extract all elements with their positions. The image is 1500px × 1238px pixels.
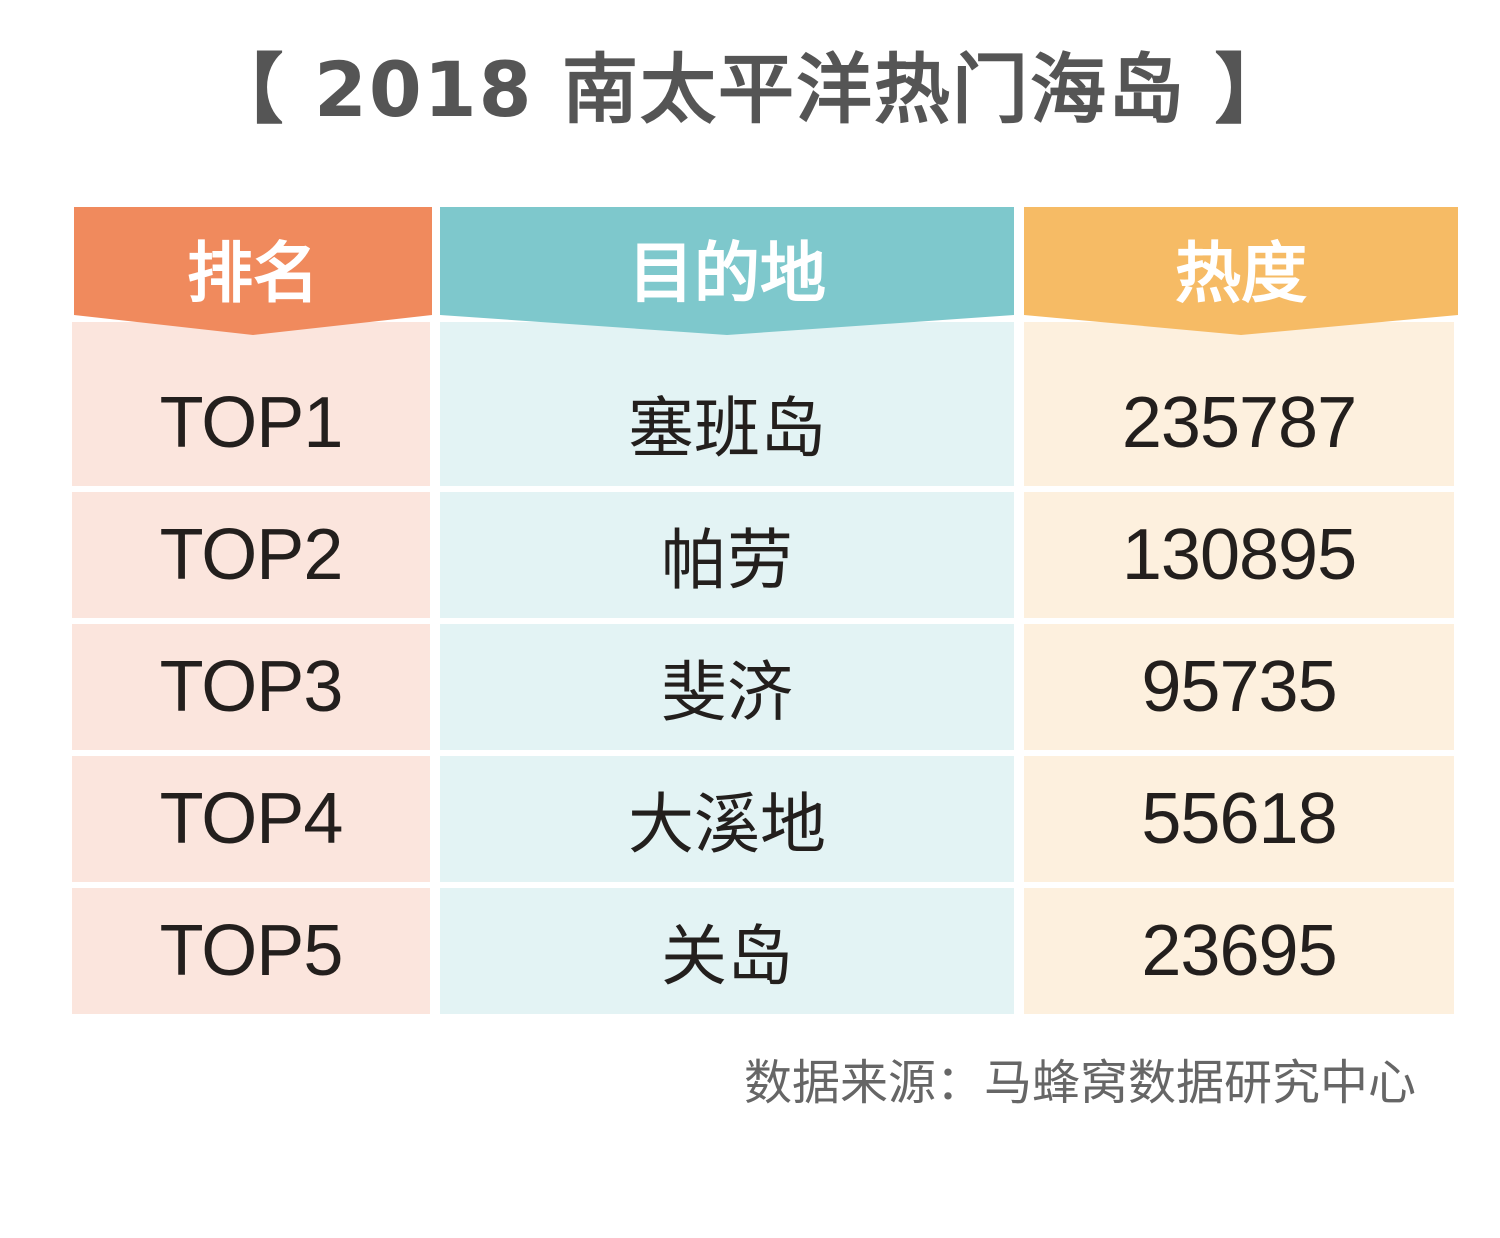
cell-heat: 130895 xyxy=(1024,492,1454,618)
cell-destination: 关岛 xyxy=(440,888,1014,1014)
cell-heat: 235787 xyxy=(1024,322,1454,486)
data-source-note: 数据来源：马蜂窝数据研究中心 xyxy=(743,1055,1416,1111)
cell-destination: 帕劳 xyxy=(440,492,1014,618)
cell-destination: 塞班岛 xyxy=(440,322,1014,486)
cell-destination: 斐济 xyxy=(440,624,1014,750)
column-header-label: 热度 xyxy=(1175,235,1307,312)
cell-heat: 23695 xyxy=(1024,888,1454,1014)
column-header-rank: 排名 xyxy=(74,207,432,345)
column-header-label: 目的地 xyxy=(628,235,826,312)
cell-rank: TOP5 xyxy=(72,888,430,1014)
cell-rank: TOP2 xyxy=(72,492,430,618)
cell-heat: 95735 xyxy=(1024,624,1454,750)
column-header-destination: 目的地 xyxy=(440,207,1014,345)
cell-rank: TOP3 xyxy=(72,624,430,750)
column-header-label: 排名 xyxy=(187,235,319,312)
cell-rank: TOP1 xyxy=(72,322,430,486)
chart-title: 【 2018 南太平洋热门海岛 】 xyxy=(207,45,1293,134)
cell-destination: 大溪地 xyxy=(440,756,1014,882)
cell-rank: TOP4 xyxy=(72,756,430,882)
cell-heat: 55618 xyxy=(1024,756,1454,882)
column-header-heat: 热度 xyxy=(1024,207,1458,345)
